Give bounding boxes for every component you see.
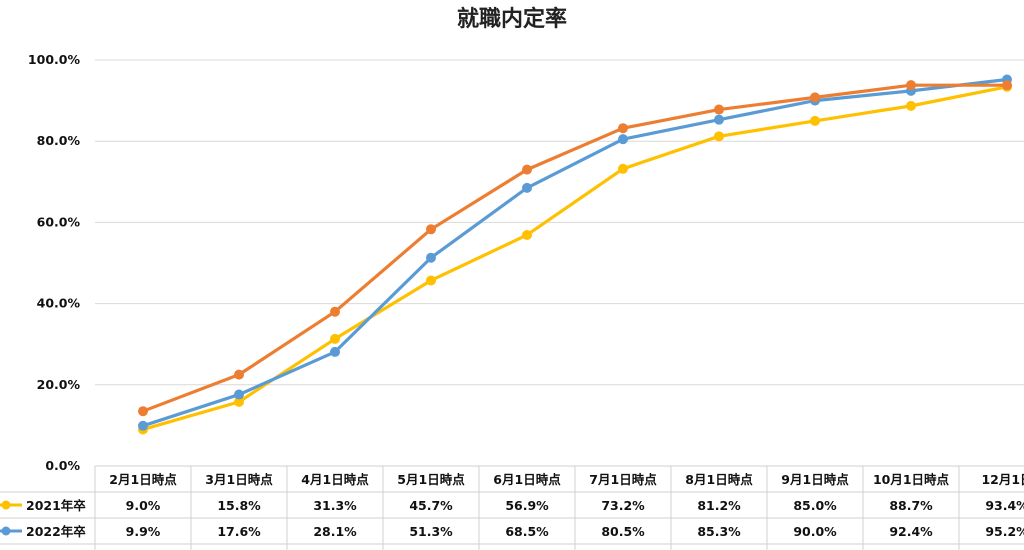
data-point [234,389,244,400]
data-label: 93.4% [985,498,1024,513]
data-label: 9.9% [126,524,161,539]
data-point [426,275,436,286]
y-tick-label: 80.0% [37,133,81,148]
data-label: 95.2% [985,524,1024,539]
data-point [618,123,628,134]
data-point [138,420,148,431]
data-point [618,134,628,145]
data-point [906,100,916,111]
data-label: 80.5% [601,524,645,539]
data-label: 88.7% [889,498,933,513]
data-point [522,182,532,193]
data-label: 73.2% [601,498,645,513]
data-label: 56.9% [505,498,549,513]
gridlines [95,59,1024,386]
data-point [618,163,628,174]
data-point [1002,80,1012,91]
category-label: 6月1日時点 [493,472,561,487]
category-label: 12月1日 [981,472,1024,487]
data-point [522,164,532,175]
data-label: 15.8% [217,498,261,513]
data-point [330,346,340,357]
series-name: 2021年卒 [26,498,86,513]
y-tick-label: 20.0% [37,377,81,392]
data-label: 85.3% [697,524,741,539]
data-point [330,333,340,344]
series-line [141,83,1009,413]
data-point [426,252,436,263]
data-label: 9.0% [126,498,161,513]
category-label: 4月1日時点 [301,472,369,487]
category-label: 7月1日時点 [589,472,657,487]
y-tick-label: 60.0% [37,214,81,229]
series-lines [141,77,1009,432]
data-table: 2月1日時点 3月1日時点 4月1日時点 5月1日時点 6月1日時点 7月1日時点 8月1日… [0,465,1024,550]
data-label: 90.0% [793,524,837,539]
data-point [426,224,436,235]
category-label: 9月1日時点 [781,472,849,487]
y-tick-label: 0.0% [45,458,80,473]
data-point [810,115,820,126]
category-label: 10月1日時点 [873,472,950,487]
data-label: 51.3% [409,524,453,539]
series-name: 2022年卒 [26,524,86,539]
data-label: 68.5% [505,524,549,539]
y-tick-label: 100.0% [28,52,81,67]
data-point [810,92,820,103]
legend-key-marker [1,500,11,510]
chart-title: 就職内定率 [457,6,567,32]
data-point [330,306,340,317]
category-label: 3月1日時点 [205,472,273,487]
data-label: 45.7% [409,498,453,513]
data-point [714,114,724,125]
data-label: 85.0% [793,498,837,513]
data-label: 31.3% [313,498,357,513]
series-line [141,85,1009,432]
data-label: 17.6% [217,524,261,539]
data-label: 81.2% [697,498,741,513]
series-points [138,74,1012,435]
data-label: 28.1% [313,524,357,539]
data-point [138,406,148,417]
data-point [522,229,532,240]
category-label: 2月1日時点 [109,472,177,487]
series-line [141,77,1009,428]
legend-key-marker [1,526,11,536]
data-point [714,131,724,142]
category-label: 8月1日時点 [685,472,753,487]
data-point [234,369,244,380]
y-tick-label: 40.0% [37,296,81,311]
data-point [714,104,724,115]
category-label: 5月1日時点 [397,472,465,487]
data-point [234,396,244,407]
data-point [906,80,916,91]
y-axis-tick-labels: 100.0% 80.0% 60.0% 40.0% 20.0% 0.0% [28,52,81,473]
data-label: 92.4% [889,524,933,539]
